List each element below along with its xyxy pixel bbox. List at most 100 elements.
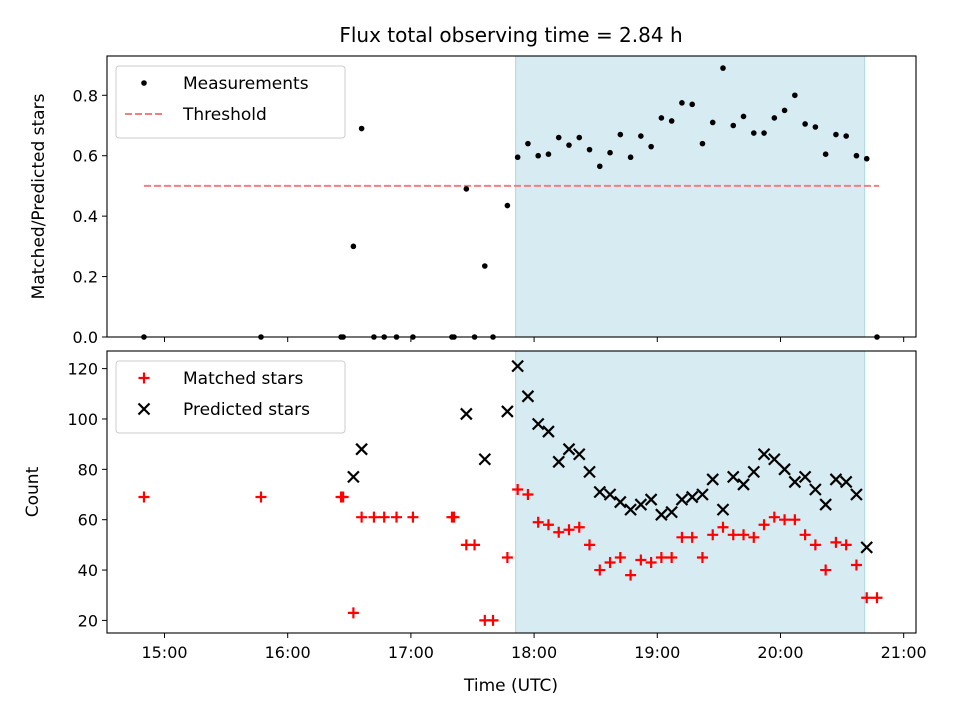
- legend-label: Matched stars: [183, 369, 303, 389]
- matched-star-point: [501, 551, 513, 563]
- predicted-star-point: [593, 485, 607, 499]
- matched-star-point: [779, 514, 791, 526]
- measurement-point: [853, 152, 860, 159]
- measurement-point: [566, 142, 572, 148]
- x-tick-label: 20:00: [757, 643, 803, 662]
- predicted-star-point: [603, 488, 617, 501]
- matched-star-point: [347, 607, 359, 619]
- predicted-star-point: [478, 452, 492, 466]
- matched-star-point: [487, 614, 499, 626]
- matched-star-point: [337, 491, 349, 503]
- measurement-point: [689, 101, 695, 108]
- measurement-point: [730, 122, 737, 129]
- predicted-star-point: [624, 503, 637, 516]
- measurement-point: [545, 151, 552, 157]
- measurement-point: [720, 65, 726, 71]
- measurement-point: [607, 149, 613, 156]
- matched-star-point: [573, 521, 585, 533]
- y-tick-label: 20: [78, 611, 98, 630]
- measurement-point: [596, 163, 603, 170]
- measurement-point: [586, 146, 593, 153]
- legend-marker-measurements: [141, 80, 147, 86]
- predicted-star-point: [521, 390, 535, 403]
- predicted-star-point: [614, 495, 627, 509]
- predicted-star-point: [542, 425, 555, 438]
- y-tick-label: 100: [67, 410, 98, 429]
- matched-star-point: [799, 529, 811, 541]
- matched-star-point: [696, 551, 708, 563]
- predicted-star-point: [696, 488, 709, 501]
- matched-star-point: [686, 531, 698, 543]
- matched-star-point: [861, 592, 873, 604]
- predicted-star-point: [655, 508, 668, 521]
- matched-star-point: [748, 531, 760, 543]
- measurement-point: [699, 140, 706, 147]
- measurement-point: [482, 263, 488, 269]
- matched-star-point: [553, 526, 565, 538]
- measurement-point: [535, 152, 541, 159]
- measurement-point: [761, 130, 767, 136]
- legend-label: Threshold: [182, 105, 267, 125]
- x-tick-label: 21:00: [881, 643, 927, 662]
- predicted-star-point: [829, 473, 843, 486]
- predicted-star-point: [644, 493, 658, 506]
- matched-star-point: [707, 529, 719, 541]
- count-panel: 15:00 16:00 17:00 18:00 19:00 20:00 21:00 20 40 6…: [23, 350, 927, 662]
- predicted-star-point: [562, 442, 576, 456]
- matched-star-point: [407, 511, 419, 523]
- observing-window-band: [515, 350, 866, 634]
- predicted-star-point: [460, 407, 473, 421]
- y-axis-label: Matched/Predicted stars: [29, 93, 49, 299]
- measurement-point: [555, 134, 562, 141]
- axes-frame: [106, 55, 917, 338]
- measurement-point: [792, 92, 798, 99]
- measurement-point: [812, 124, 819, 130]
- matched-star-point: [635, 554, 647, 566]
- legend-box: [115, 360, 346, 434]
- predicted-star-point: [501, 405, 514, 418]
- measurement-point: [627, 154, 634, 161]
- y-tick-label: 0.0: [73, 328, 98, 347]
- measurement-point: [822, 151, 829, 157]
- y-axis-label: Count: [23, 466, 43, 517]
- predicted-star-point: [572, 447, 586, 461]
- y-tick-label: 0.6: [73, 147, 98, 166]
- measurement-point: [750, 130, 757, 136]
- predicted-star-point: [778, 463, 791, 476]
- matched-star-point: [758, 519, 770, 531]
- measurement-point: [617, 131, 624, 138]
- x-tick-label: 17:00: [388, 643, 434, 662]
- legend-box: [115, 65, 346, 139]
- predicted-star-point: [819, 498, 832, 511]
- measurement-point: [802, 121, 808, 127]
- predicted-star-point: [716, 503, 730, 516]
- y-tick-label: 40: [78, 561, 98, 580]
- measurement-point: [740, 113, 747, 120]
- y-tick-label: 80: [78, 460, 98, 479]
- matched-star-point: [604, 557, 616, 568]
- matched-star-point: [625, 569, 637, 581]
- predicted-star-point: [665, 505, 678, 519]
- legend-label: Measurements: [183, 74, 309, 94]
- predicted-star-point: [839, 475, 853, 489]
- measurement-point: [514, 154, 521, 161]
- predicted-star-point: [726, 470, 740, 484]
- matched-star-point: [255, 491, 267, 503]
- matched-star-point: [138, 491, 150, 503]
- legend-marker-predicted: [137, 402, 151, 416]
- x-tick-label: 16:00: [265, 643, 311, 662]
- matched-star-point: [655, 551, 667, 563]
- matched-star-point: [645, 557, 657, 568]
- measurement-point: [504, 202, 511, 209]
- predicted-star-point: [531, 417, 545, 431]
- matched-star-point: [448, 511, 460, 523]
- predicted-star-point: [552, 455, 566, 469]
- measurement-point: [679, 100, 685, 106]
- y-tick-label: 0.4: [73, 207, 98, 226]
- measurement-point: [525, 140, 531, 147]
- predicted-star-point: [788, 475, 802, 489]
- legend: Measurements Threshold: [115, 65, 346, 139]
- matched-star-point: [676, 531, 688, 543]
- measurement-point: [833, 131, 839, 138]
